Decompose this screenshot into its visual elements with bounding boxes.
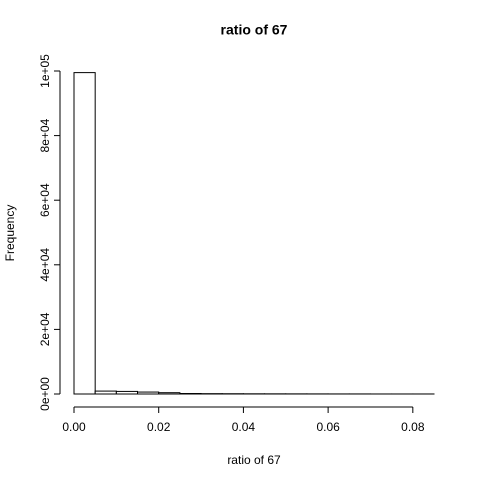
x-tick-label: 0.08 xyxy=(401,420,425,434)
histogram-bar xyxy=(158,392,181,395)
histogram-bar xyxy=(137,391,160,395)
y-tick-label: 2e+04 xyxy=(38,312,52,346)
x-tick-label: 0.06 xyxy=(316,420,340,434)
chart-title: ratio of 67 xyxy=(221,22,288,38)
x-tick-label: 0.00 xyxy=(62,420,86,434)
histogram-bar xyxy=(115,390,139,395)
y-tick-label: 8e+04 xyxy=(38,118,52,152)
x-axis-label: ratio of 67 xyxy=(227,453,281,467)
x-tick-label: 0.04 xyxy=(232,420,256,434)
y-tick-label: 0e+00 xyxy=(38,377,52,411)
x-tick-label: 0.02 xyxy=(147,420,171,434)
y-axis-label: Frequency xyxy=(3,205,17,262)
y-tick-label: 4e+04 xyxy=(38,248,52,282)
y-tick-label: 1e+05 xyxy=(38,54,52,88)
histogram-bar xyxy=(94,390,117,395)
histogram-bar xyxy=(73,72,96,395)
y-tick-label: 6e+04 xyxy=(38,183,52,217)
